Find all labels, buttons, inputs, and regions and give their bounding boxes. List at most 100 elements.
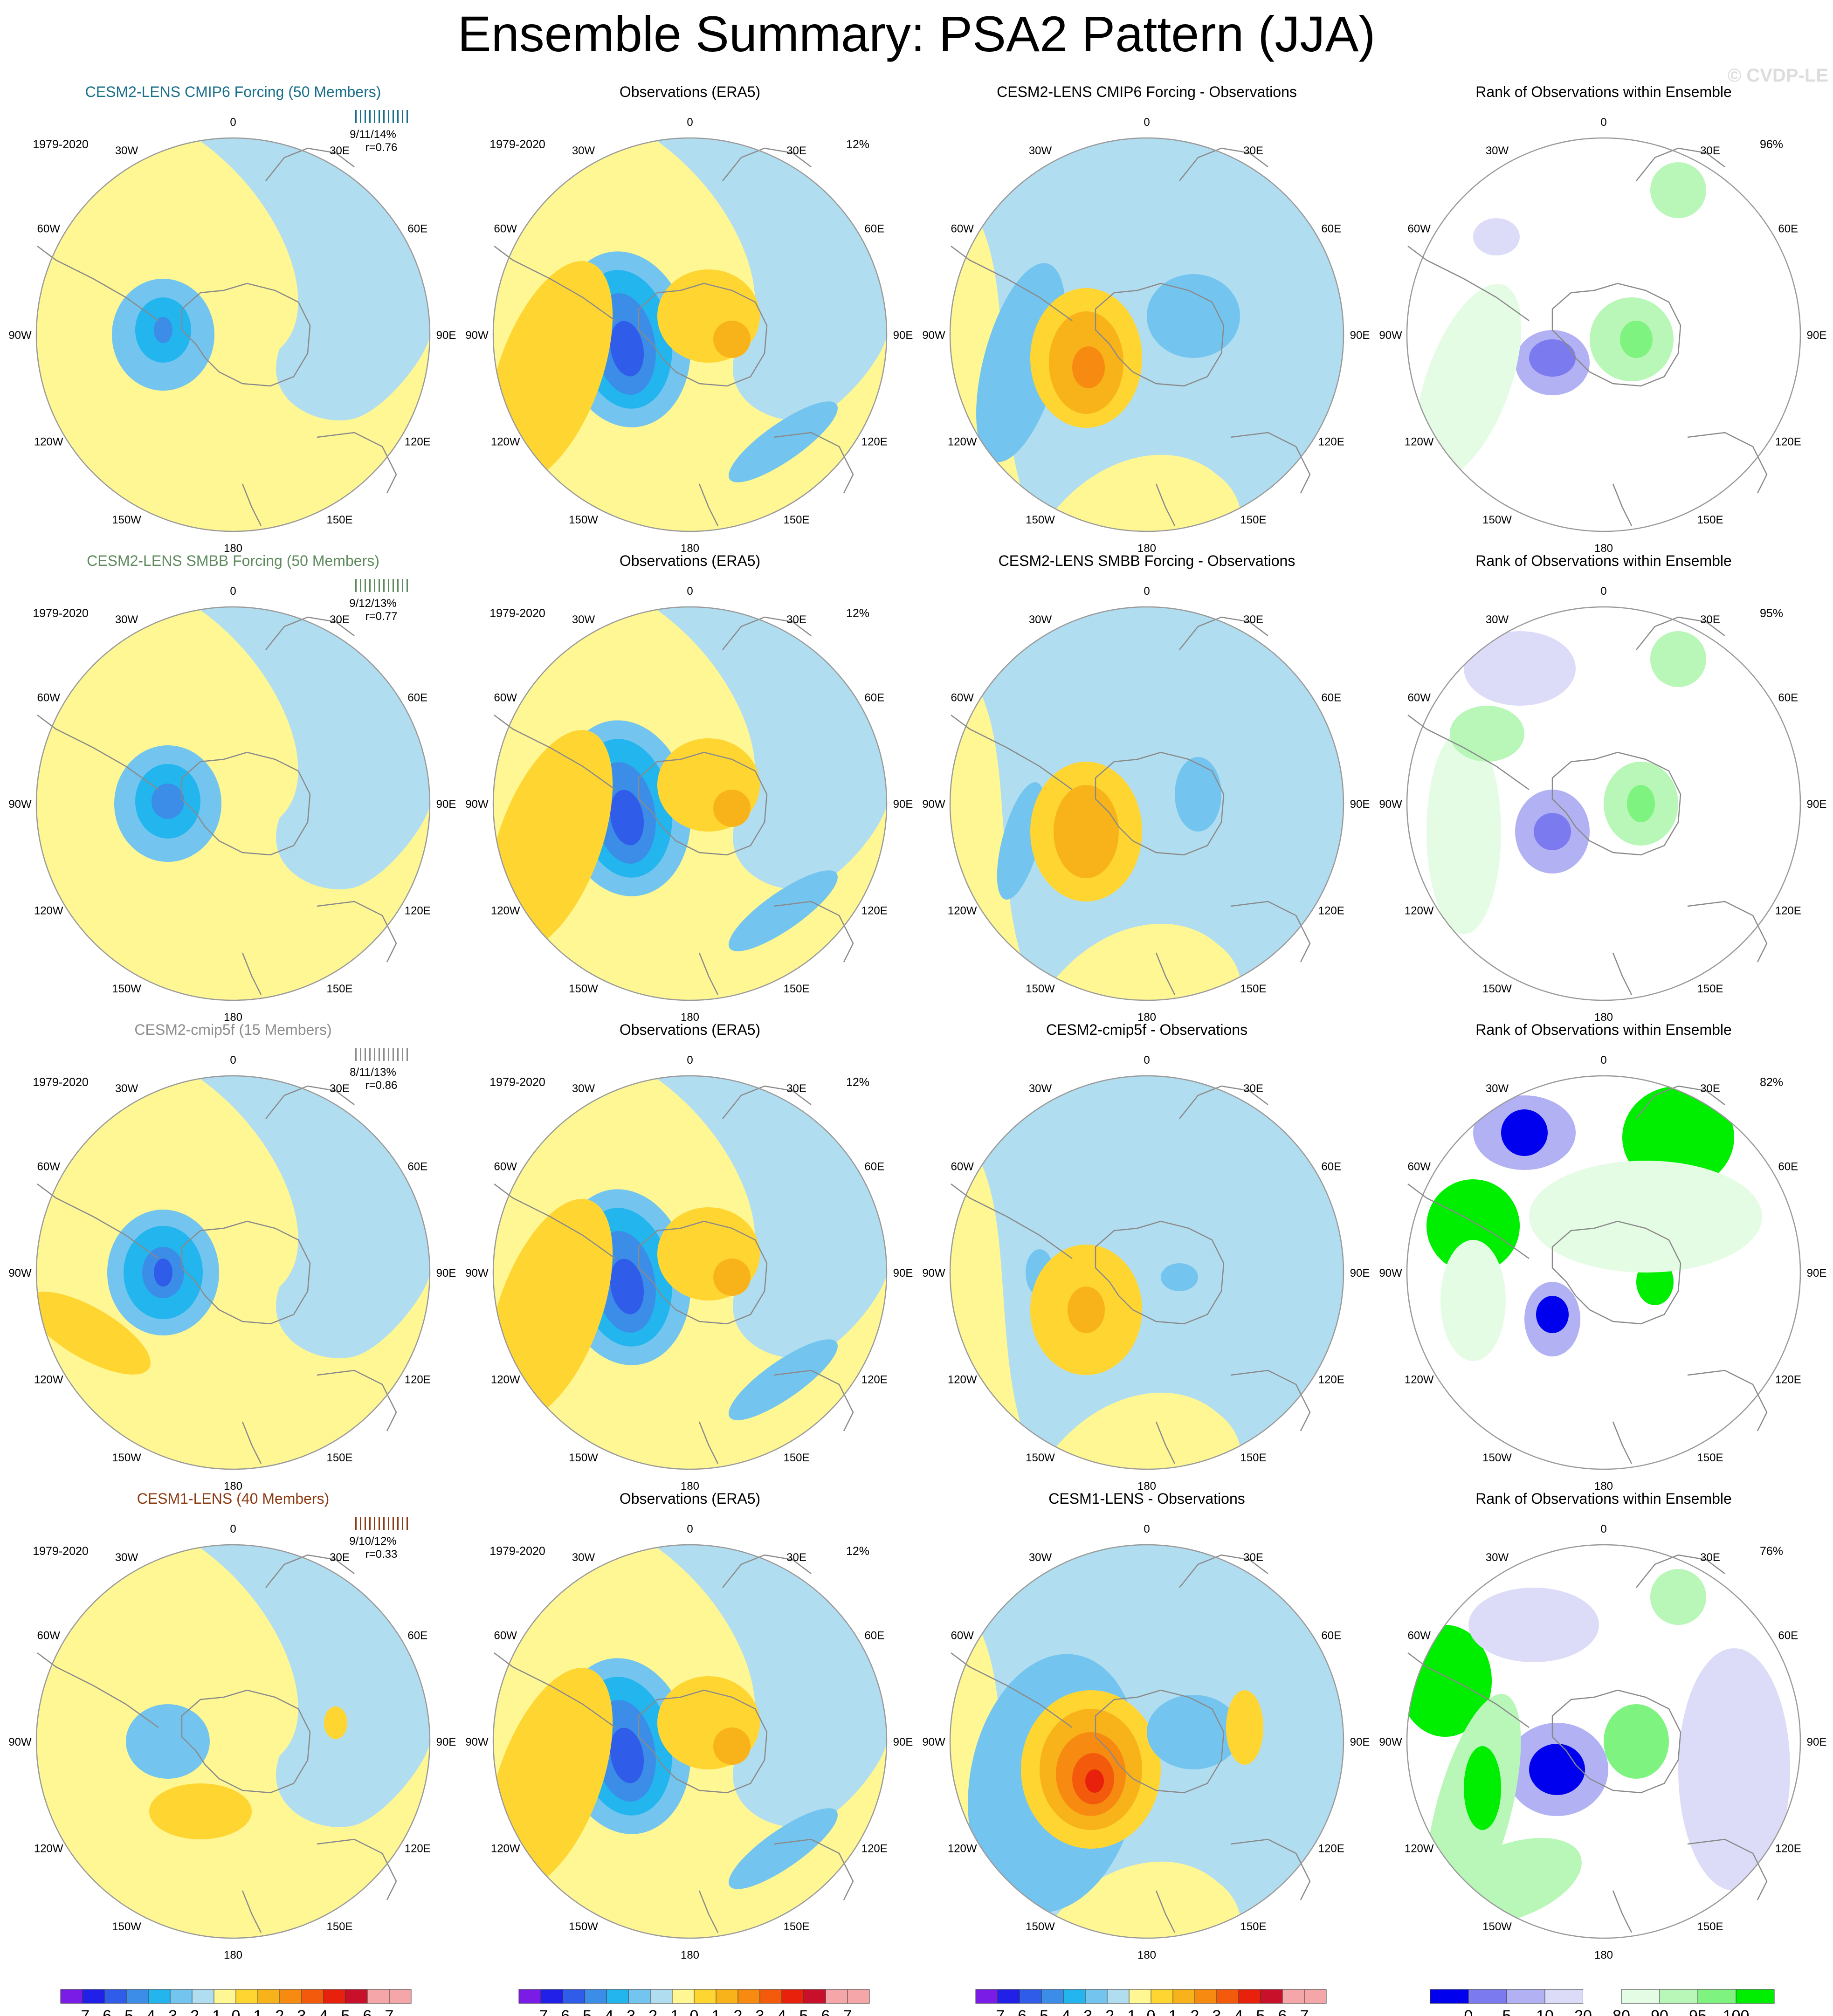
longitude-label: 90W: [465, 1736, 489, 1748]
longitude-label: 180: [1137, 1480, 1156, 1493]
colorbar-swatch: [694, 1989, 717, 2004]
colorbar-swatch: [257, 1989, 280, 2004]
colorbar-swatch: [1194, 1989, 1217, 2004]
longitude-label: 30W: [115, 613, 138, 626]
map-border: [492, 1075, 888, 1470]
longitude-label: 90E: [436, 329, 456, 342]
anomaly-contour: [729, 401, 838, 482]
longitude-label: 30W: [115, 144, 138, 157]
map-border: [35, 1075, 431, 1470]
map-fill: [950, 607, 1344, 1000]
africa-coastline: [1179, 147, 1268, 181]
member-tick: [365, 579, 366, 592]
anomaly-contour: [1226, 1690, 1263, 1765]
colorbar-tick-label: 1: [712, 2007, 721, 2016]
africa-coastline: [265, 616, 355, 650]
australia-coastline: [1230, 1838, 1311, 1900]
new-zealand-coastline: [241, 952, 262, 995]
member-tick: [407, 110, 408, 123]
longitude-label: 90W: [1379, 1736, 1402, 1748]
longitude-label: 120E: [405, 1374, 431, 1386]
antarctica-coastline: [1551, 282, 1681, 387]
south-america-coastline: [1407, 715, 1530, 791]
longitude-label: 120W: [491, 436, 520, 448]
longitude-label: 150W: [112, 1920, 141, 1933]
colorbar-tick-label: 0: [690, 2007, 699, 2016]
new-zealand-coastline: [1612, 952, 1633, 995]
anomaly-contour: [1068, 1287, 1105, 1333]
map-border: [949, 1075, 1344, 1470]
longitude-label: 120E: [1775, 436, 1801, 448]
colorbar-tick-label: -5: [578, 2007, 592, 2016]
map-fill: [493, 1076, 887, 1469]
colorbar-swatch: [192, 1989, 214, 2004]
colorbar-swatch: [1544, 1989, 1584, 2004]
variance-explained: 12%: [846, 1076, 869, 1089]
australia-coastline: [1230, 901, 1311, 963]
colorbar-tick-label: -1: [665, 2007, 679, 2016]
longitude-label: 60W: [494, 692, 517, 704]
polar-map: [1406, 606, 1801, 1001]
africa-coastline: [1636, 1085, 1725, 1119]
period-label: 1979-2020: [489, 607, 545, 620]
longitude-label: 0: [230, 1523, 236, 1535]
stats-correlation: r=0.77: [365, 610, 398, 623]
period-label: 1979-2020: [33, 138, 89, 151]
anomaly-contour: [1450, 706, 1524, 762]
new-zealand-coastline: [698, 1890, 719, 1933]
antarctica-coastline: [638, 1689, 768, 1794]
longitude-label: 120E: [1775, 1843, 1801, 1855]
longitude-label: 90W: [922, 329, 945, 342]
anomaly-contour: [1650, 1569, 1706, 1625]
longitude-label: 90W: [8, 329, 32, 342]
pattern-region: [1109, 1545, 1344, 1827]
anomaly-contour: [1426, 1179, 1520, 1273]
colorbar-swatch: [60, 1989, 83, 2004]
colorbar-tick-label: 6: [363, 2007, 372, 2016]
colorbar-tick-label: 2: [276, 2007, 284, 2016]
australia-coastline: [773, 1369, 854, 1431]
longitude-label: 150E: [783, 1452, 809, 1464]
antarctica-coastline: [638, 282, 768, 387]
longitude-label: 0: [230, 116, 236, 129]
longitude-label: 90E: [1807, 329, 1827, 342]
colorbar-swatch: [301, 1989, 324, 2004]
colorbar-swatch: [606, 1989, 629, 2004]
colorbar-tick-label: 0: [1464, 2007, 1473, 2016]
colorbar-tick-label: 7: [1300, 2007, 1309, 2016]
longitude-label: 180: [681, 1011, 699, 1024]
longitude-label: 150W: [569, 1920, 598, 1933]
antarctica-coastline: [1095, 751, 1225, 856]
longitude-label: 60W: [494, 223, 517, 235]
colorbar-tick-label: -3: [163, 2007, 177, 2016]
south-america-coastline: [494, 1183, 616, 1259]
member-spread-strip: [355, 579, 408, 592]
anomaly-contour: [713, 1259, 751, 1296]
rank-panel: Rank of Observations within Ensemble 96% 0…: [1379, 83, 1826, 555]
longitude-label: 120W: [491, 1374, 520, 1386]
longitude-label: 180: [1137, 542, 1156, 555]
polar-map: [35, 137, 431, 532]
member-tick: [393, 1048, 394, 1061]
pattern-region: [1109, 607, 1344, 889]
longitude-label: 150E: [1697, 983, 1723, 995]
australia-coastline: [773, 1838, 854, 1900]
longitude-label: 150E: [1697, 1452, 1723, 1464]
antarctica-coastline: [181, 282, 311, 387]
difference-panel: CESM1-LENS - Observations 0 30E 60E 90E 120E 1…: [922, 1490, 1370, 1961]
colorbar-tick-label: -7: [76, 2007, 90, 2016]
longitude-label: 0: [230, 1054, 236, 1066]
member-tick: [355, 110, 357, 123]
difference-panel: CESM2-LENS CMIP6 Forcing - Observations 0…: [922, 83, 1370, 555]
colorbar-swatch: [1430, 1989, 1469, 2004]
colorbar-tick-label: 0: [1147, 2007, 1156, 2016]
map-fill: [493, 1545, 887, 1938]
member-tick: [374, 110, 375, 123]
variance-explained: 12%: [846, 138, 869, 151]
polar-map: [949, 137, 1344, 532]
member-tick: [383, 1517, 385, 1530]
difference-panel: CESM2-LENS SMBB Forcing - Observations 0 3…: [922, 552, 1370, 1024]
anomaly-contour: [154, 1259, 172, 1287]
longitude-label: 60E: [407, 223, 427, 235]
colorbar-swatch: [584, 1989, 607, 2004]
